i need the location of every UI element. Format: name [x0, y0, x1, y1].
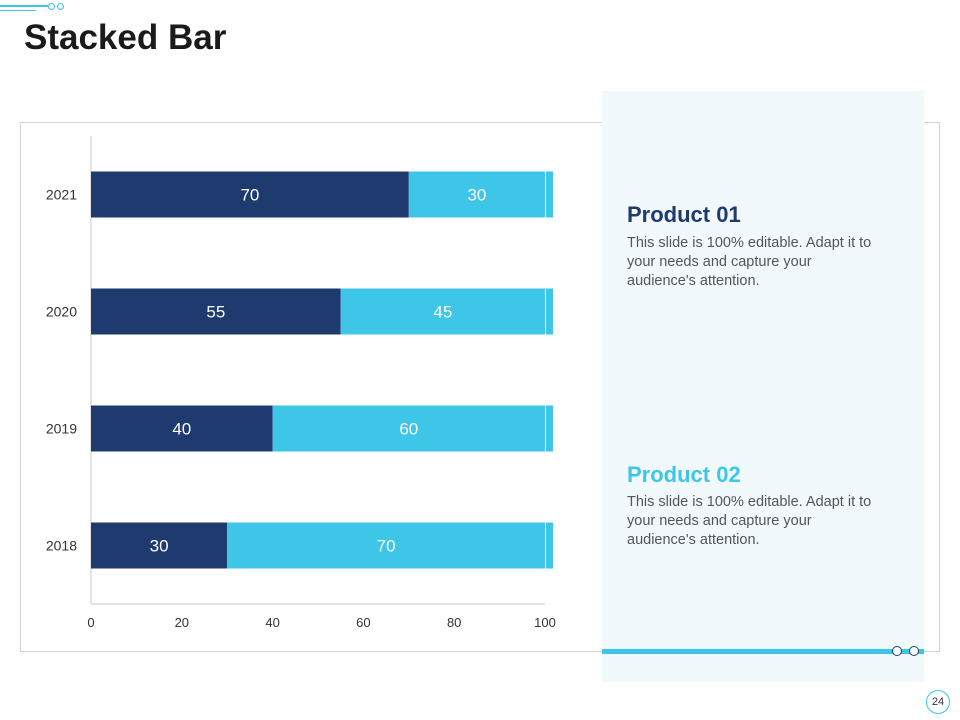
chart-frame [20, 122, 940, 652]
y-tick-label: 2020 [46, 304, 77, 320]
x-tick-label: 60 [356, 615, 370, 630]
x-tick-label: 0 [87, 615, 94, 630]
decorative-ring-icon [909, 646, 919, 656]
product-01-title: Product 01 [627, 202, 741, 227]
decorative-ring-icon [892, 646, 902, 656]
data-label: 40 [172, 420, 191, 439]
bar-2021-product-02 [408, 171, 545, 218]
product-01-description: This slide is 100% editable. Adapt it to… [627, 235, 872, 289]
data-label: 30 [467, 186, 486, 205]
product-02-title: Product 02 [627, 462, 741, 487]
data-label: 70 [240, 186, 259, 205]
bar-2019-product-02 [272, 405, 545, 452]
data-label: 45 [433, 303, 452, 322]
decorative-line-bottom [0, 10, 36, 11]
page-number: 24 [926, 690, 950, 714]
bar-cap-segment [546, 288, 553, 335]
bar-2018-product-02 [227, 522, 545, 569]
slide-title: Stacked Bar [24, 18, 227, 57]
x-tick-label: 80 [447, 615, 461, 630]
side-panel [602, 91, 924, 682]
decorative-line-top [0, 5, 48, 7]
bar-2018-product-01 [91, 522, 228, 569]
product-02-description: This slide is 100% editable. Adapt it to… [627, 494, 872, 548]
data-label: 70 [377, 537, 396, 556]
bar-2020-product-02 [340, 288, 545, 335]
decorative-ring-icon [48, 3, 55, 10]
bar-cap-segment [546, 171, 553, 218]
bar-2021-product-01 [91, 171, 409, 218]
panel-accent-bar [602, 649, 924, 654]
x-tick-label: 40 [265, 615, 279, 630]
y-tick-label: 2021 [46, 187, 77, 203]
data-label: 55 [206, 303, 225, 322]
x-tick-label: 20 [175, 615, 189, 630]
bar-2020-product-01 [91, 288, 341, 335]
y-tick-label: 2019 [46, 421, 77, 437]
x-tick-label: 100 [534, 615, 556, 630]
data-label: 60 [399, 420, 418, 439]
decorative-ring-icon [57, 3, 64, 10]
bar-cap-segment [546, 405, 553, 452]
bar-cap-segment [546, 522, 553, 569]
bar-2019-product-01 [91, 405, 273, 452]
data-label: 30 [150, 537, 169, 556]
y-tick-label: 2018 [46, 538, 77, 554]
